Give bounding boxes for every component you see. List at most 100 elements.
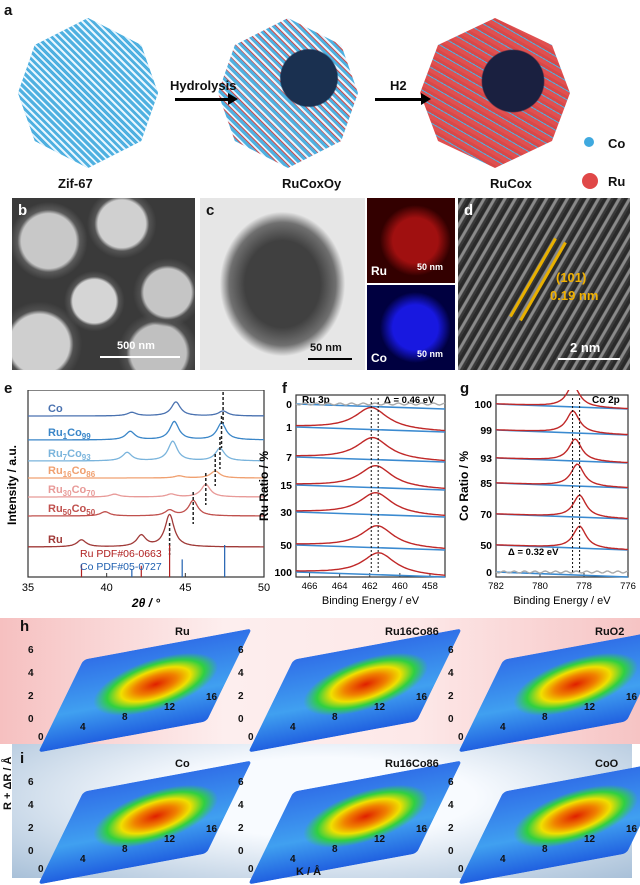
background-fit — [295, 571, 446, 578]
wt-x-tick: 16 — [416, 692, 428, 703]
xrd-series-label: Co — [48, 403, 63, 415]
xrd-curve-Ru7Co93 — [28, 440, 264, 462]
wavelet-title-i: CoO — [595, 758, 619, 770]
scale-bar — [558, 358, 620, 360]
panel-label-c: c — [206, 202, 215, 219]
ratio-tick-label: 100 — [474, 399, 492, 411]
wt-y-tick: 0 — [238, 846, 244, 857]
xrd-series-label: Ru16Co86 — [48, 465, 96, 479]
wt-y-tick: 2 — [238, 691, 244, 702]
x-tick-label: 778 — [576, 581, 592, 592]
reference-label: Ru PDF#06-0663 — [80, 548, 162, 560]
x-tick-label: 45 — [179, 582, 191, 594]
background-fit — [295, 484, 446, 491]
panel-label-i: i — [20, 750, 25, 767]
wt-x-tick: 12 — [374, 834, 386, 845]
xps-spectrum — [495, 463, 629, 489]
wt-y-tick: 6 — [28, 645, 34, 656]
wt-x-tick: 8 — [122, 844, 128, 855]
xps-spectrum — [496, 410, 629, 436]
wt-y-tick: 0 — [28, 714, 34, 725]
eds-map-ru: Ru 50 nm — [367, 198, 455, 283]
sem-image: b 500 nm — [12, 198, 195, 370]
xps-spectrum — [496, 438, 629, 464]
xrd-xps-plots: 35 40 45 50 2θ / ° Intensity / a.u. Co Ru1Co99 R… — [5, 390, 636, 610]
rucox-crystal — [420, 18, 570, 168]
plane-label: (101) — [556, 270, 587, 285]
wt-ylabel: R + ΔR / Å — [2, 756, 14, 810]
ratio-tick-label: 100 — [274, 567, 292, 579]
wt-y-tick: 6 — [238, 777, 244, 788]
xps-title: Ru 3p — [302, 395, 330, 406]
wt-y-tick: 4 — [448, 800, 454, 811]
scale-bar-label: 50 nm — [310, 342, 342, 354]
arrow-label-hydrolysis: Hydrolysis — [170, 78, 237, 93]
x-tick-label: 466 — [302, 581, 318, 592]
xps-ylabel: Co Ratio / % — [457, 451, 471, 521]
ratio-tick-label: 7 — [286, 452, 292, 464]
panel-label-d: d — [464, 202, 474, 219]
xps-spectrum — [296, 525, 446, 549]
wt-x-tick: 4 — [80, 854, 86, 865]
xrd-axes — [27, 390, 265, 578]
label-rucoxoy: RuCoxOy — [282, 176, 342, 191]
wt-x-tick: 8 — [542, 844, 548, 855]
xrd-series-label: Ru30Co70 — [48, 484, 96, 498]
scale-bar-label: 2 nm — [570, 340, 601, 355]
label-zif67: Zif-67 — [58, 176, 93, 191]
wt-x-tick: 0 — [458, 864, 464, 875]
wt-y-tick: 0 — [238, 714, 244, 725]
wt-xlabel: K / Å — [296, 866, 322, 878]
background-fit — [295, 426, 446, 433]
wt-y-tick: 0 — [448, 714, 454, 725]
wt-y-tick: 2 — [238, 823, 244, 834]
wt-y-tick: 2 — [28, 823, 34, 834]
ratio-tick-label: 30 — [280, 507, 292, 519]
ratio-tick-label: 85 — [480, 478, 492, 490]
wt-y-tick: 0 — [448, 846, 454, 857]
xrd-series-label: Ru — [48, 534, 63, 546]
wt-y-tick: 4 — [28, 800, 34, 811]
rucoxoy-crystal — [218, 18, 358, 168]
ratio-tick-label: 0 — [486, 567, 492, 579]
ratio-tick-label: 0 — [286, 399, 292, 411]
xps-spectrum — [495, 494, 629, 520]
x-tick-label: 780 — [532, 581, 548, 592]
wt-x-tick: 16 — [206, 824, 218, 835]
wt-y-tick: 6 — [448, 645, 454, 656]
xps-xlabel: Binding Energy / eV — [513, 595, 611, 607]
map-label-co: Co — [371, 351, 387, 365]
wt-x-tick: 16 — [626, 692, 638, 703]
xps-axes-f — [295, 394, 446, 578]
wt-y-tick: 4 — [238, 800, 244, 811]
label-rucox: RuCox — [490, 176, 532, 191]
wt-y-tick: 2 — [448, 691, 454, 702]
arrow-label-h2: H2 — [390, 78, 407, 93]
xps-axes-g — [495, 394, 629, 578]
ratio-tick-label: 50 — [480, 540, 492, 552]
wt-y-tick: 6 — [448, 777, 454, 788]
wt-x-tick: 0 — [38, 864, 44, 875]
wt-x-tick: 4 — [290, 722, 296, 733]
xrd-series-label: Ru7Co93 — [48, 448, 91, 462]
delta-annotation: Δ = 0.46 eV — [384, 395, 435, 406]
wt-x-tick: 12 — [584, 702, 596, 713]
panel-label-f: f — [282, 380, 287, 397]
wt-x-tick: 8 — [332, 844, 338, 855]
xrd-xlabel: 2θ / ° — [131, 596, 160, 610]
xrd-curve-Ru50Co50 — [28, 499, 264, 517]
wt-y-tick: 6 — [28, 777, 34, 788]
x-tick-label: 50 — [258, 582, 270, 594]
wavelet-title-h: Ru — [175, 626, 190, 638]
x-tick-label: 776 — [620, 581, 636, 592]
panel-label-a: a — [4, 2, 13, 19]
ratio-tick-label: 70 — [480, 509, 492, 521]
xrd-curve-Co — [28, 401, 265, 417]
reference-label: Co PDF#05-0727 — [80, 561, 162, 573]
arrow-right-icon — [175, 93, 238, 105]
wt-x-tick: 4 — [290, 854, 296, 865]
panel-label-b: b — [18, 202, 28, 219]
wavelet-title-h: RuO2 — [595, 626, 625, 638]
wt-x-tick: 16 — [206, 692, 218, 703]
wt-x-tick: 8 — [122, 712, 128, 723]
